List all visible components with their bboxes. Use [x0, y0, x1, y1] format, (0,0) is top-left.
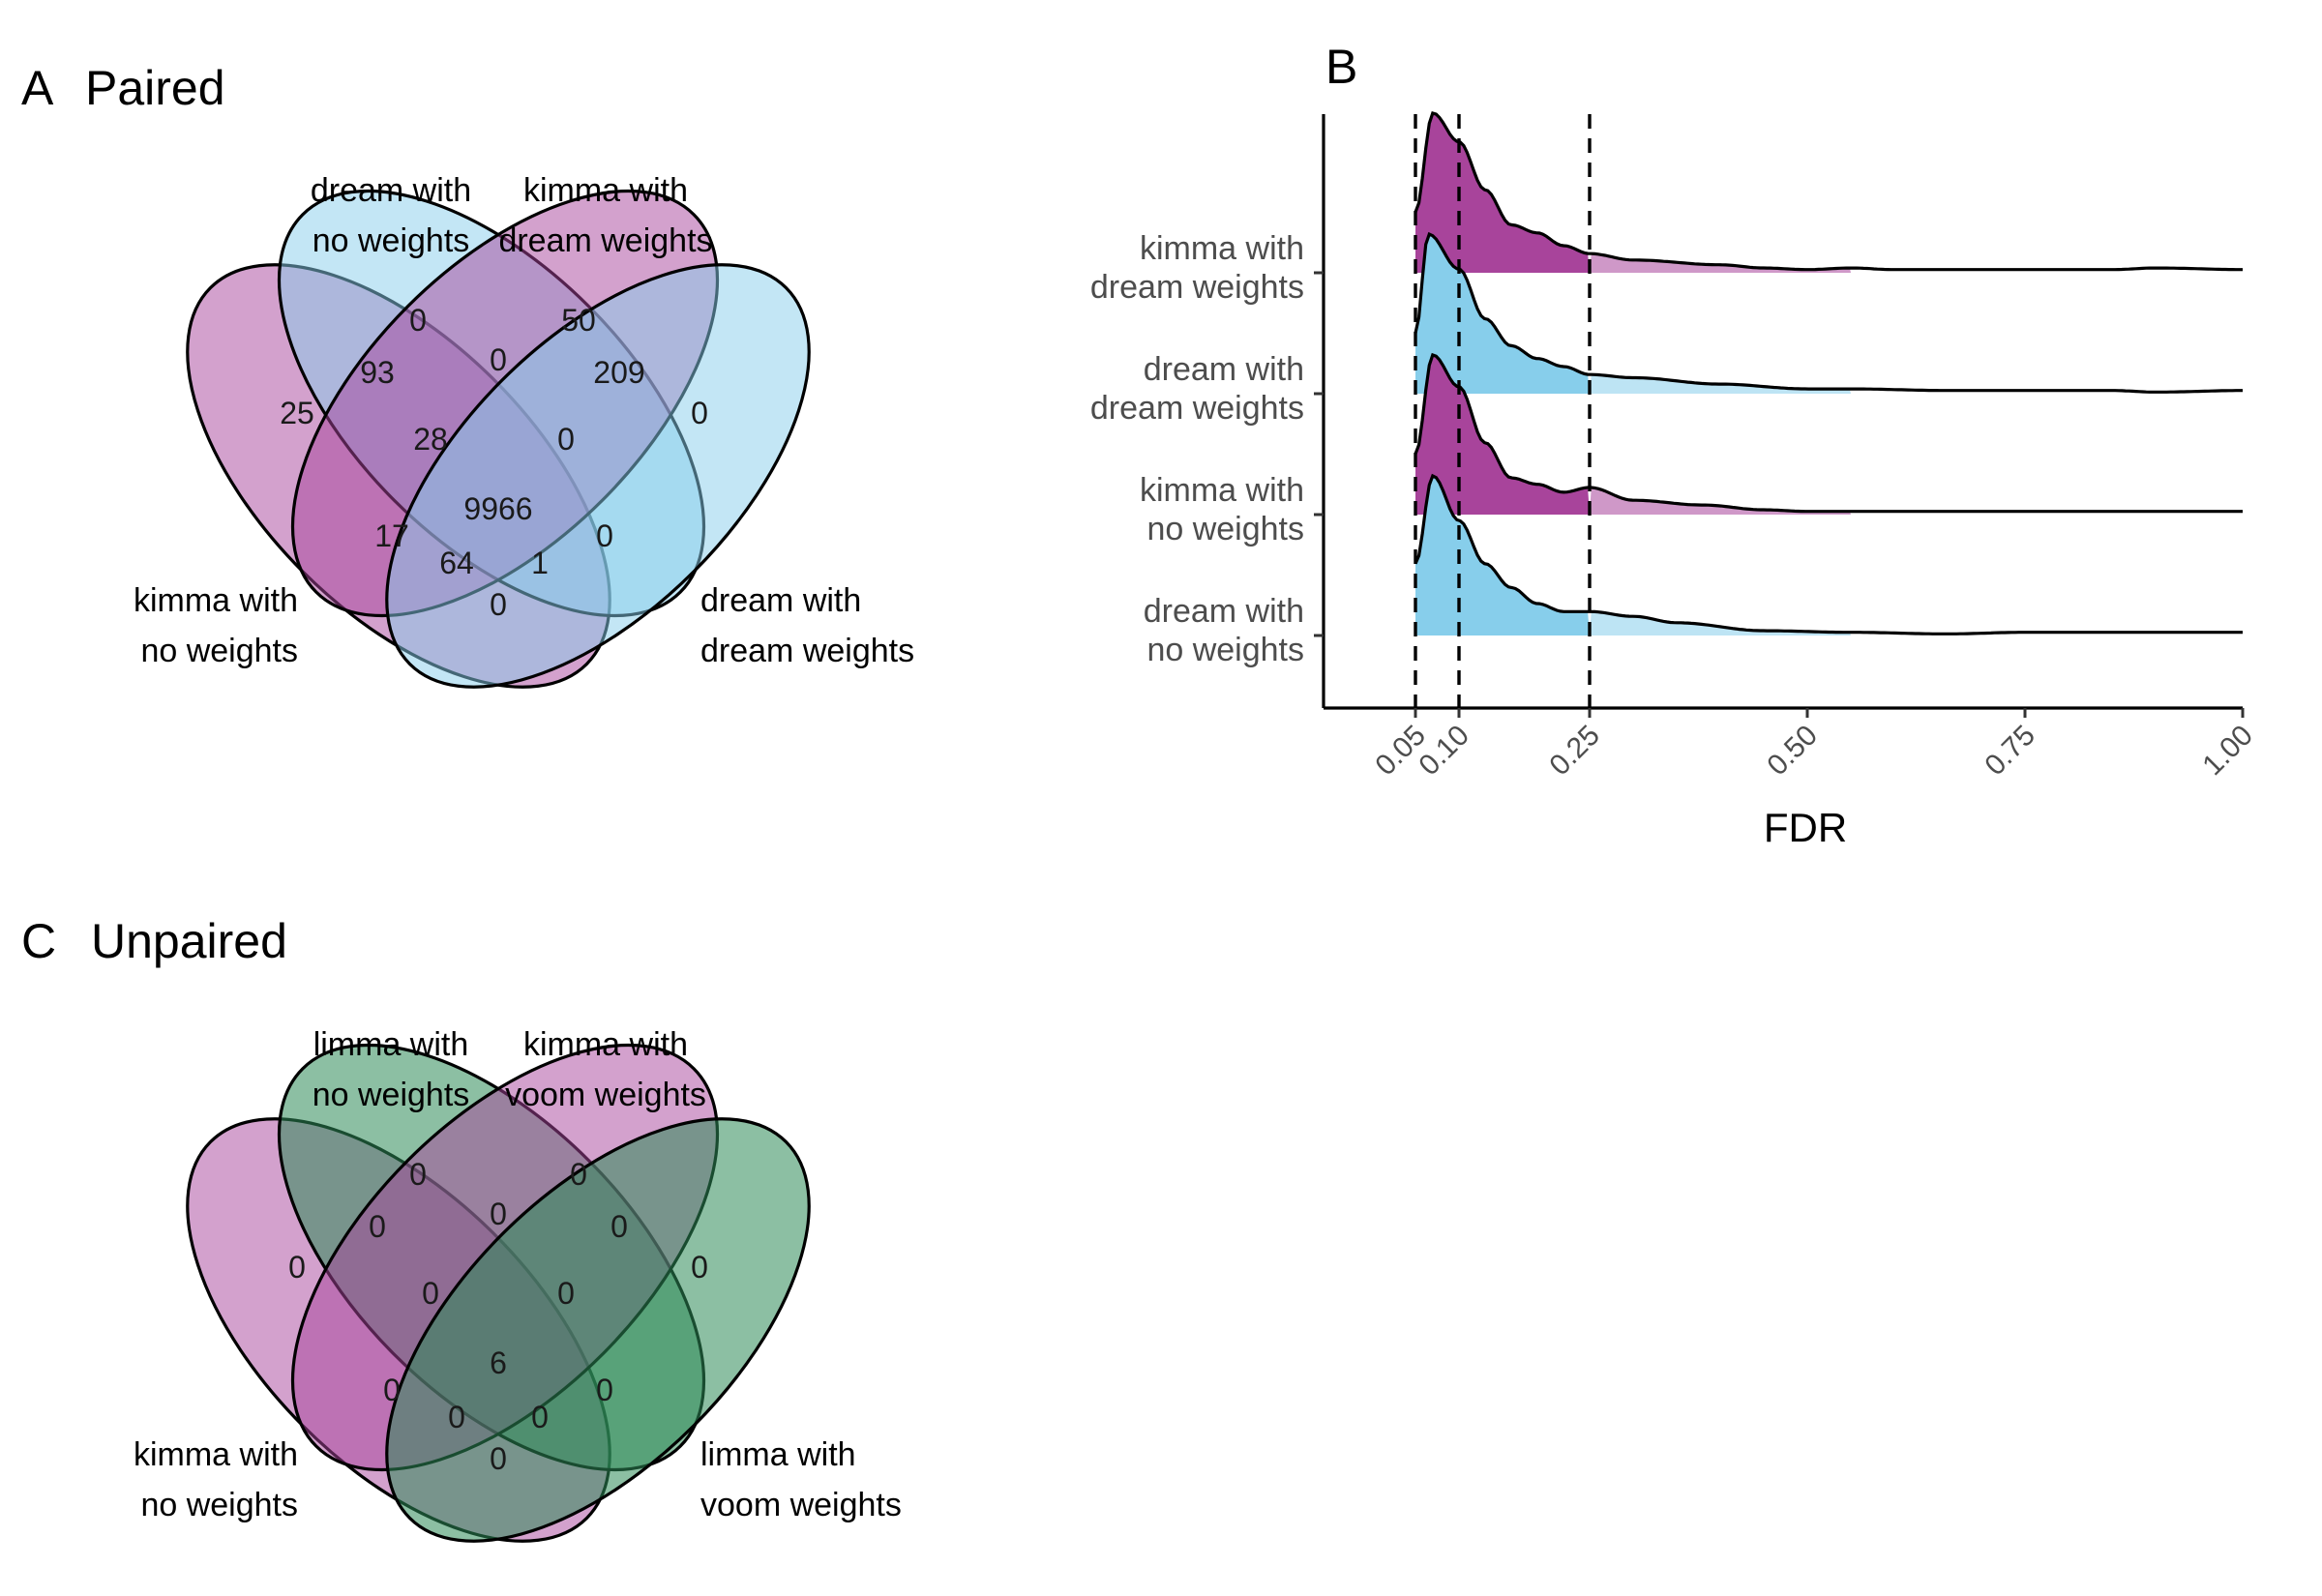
fdr-reference-lines: [1414, 114, 1592, 708]
x-tick-label: 0.50: [1761, 720, 1824, 783]
x-tick-label: 0.10: [1413, 720, 1475, 783]
venn-count-region-134: 1: [531, 546, 549, 580]
y-tick-label-line1: kimma with: [1140, 472, 1304, 509]
venn-count-region-34: 209: [593, 355, 644, 390]
venn-count-region-23: 0: [490, 1197, 507, 1231]
venn-count-region-4: 0: [691, 396, 708, 430]
venn-set-2-label-line1: dream with: [311, 172, 471, 209]
venn-set-1-label-line2: no weights: [140, 1487, 298, 1523]
venn-set-4-label-line1: dream with: [700, 582, 861, 619]
ridgeline-series: [1414, 111, 2243, 635]
venn-ellipses: [186, 189, 811, 689]
y-tick-label-line2: dream weights: [1090, 390, 1304, 427]
venn-count-region-1: 25: [280, 396, 314, 430]
venn-set-2-label-line2: no weights: [313, 1077, 470, 1113]
venn-count-region-13: 0: [383, 1373, 401, 1407]
venn-count-region-1234: 6: [490, 1345, 507, 1380]
venn-set-4-label-line2: dream weights: [700, 633, 914, 669]
ridge-tail-fill: [1590, 253, 1851, 273]
venn-region-counts: 25 0 50 0 93 0 209 17 0 0 28 0 1 64 9966: [280, 303, 708, 622]
venn-set-3-label-line1: kimma with: [523, 1026, 688, 1063]
venn-count-region-12: 0: [369, 1209, 386, 1244]
ridge-series-3: [1414, 352, 2243, 515]
ridge-tail-fill: [1590, 611, 1851, 635]
venn-set-3-label-line2: voom weights: [505, 1077, 706, 1113]
panel-title-paired: Paired: [85, 61, 225, 115]
venn-count-region-13: 17: [374, 518, 409, 553]
venn-count-region-4: 0: [691, 1250, 708, 1285]
venn-count-region-34: 0: [610, 1209, 628, 1244]
venn-set-4-label-line1: limma with: [700, 1436, 856, 1473]
venn-count-region-3: 50: [561, 303, 596, 338]
ridge-area-fill: [1415, 355, 1590, 515]
y-tick-label-line2: no weights: [1146, 632, 1304, 668]
ridge-area-fill: [1415, 113, 1590, 273]
panel-letter-b: B: [1325, 40, 1357, 94]
venn-region-counts: 0 0 0 0 0 0 0 0 0 0 0 0 0 0 6: [288, 1157, 708, 1476]
venn-set-4-label-line2: voom weights: [700, 1487, 902, 1523]
ridge-series-2: [1414, 231, 2243, 394]
venn-count-region-124: 64: [439, 546, 474, 580]
venn-count-region-14: 0: [490, 1441, 507, 1476]
y-tick-label-line1: dream with: [1144, 593, 1304, 630]
venn-set-3-label-line2: dream weights: [498, 222, 712, 259]
x-tick-label: 0.25: [1543, 720, 1606, 783]
panel-title-unpaired: Unpaired: [91, 914, 287, 968]
venn-count-region-2: 0: [409, 1157, 427, 1192]
ridge-density-line: [1414, 111, 2243, 272]
venn-count-region-123: 0: [422, 1276, 439, 1311]
venn-count-region-1: 0: [288, 1250, 306, 1285]
panel-letter-a: A: [21, 61, 54, 115]
x-tick-label: 0.75: [1979, 720, 2041, 783]
venn-set-2-label-line2: no weights: [313, 222, 470, 259]
venn-count-region-123: 28: [413, 422, 448, 457]
venn-count-region-23: 0: [490, 342, 507, 377]
panel-letter-c: C: [21, 914, 56, 968]
ridge-density-line: [1414, 231, 2243, 394]
venn-count-region-14: 0: [490, 587, 507, 622]
venn-panel-paired: A Paired kimma with no weights dream wit…: [21, 61, 914, 689]
venn-set-4-ellipse: [385, 1117, 811, 1543]
y-tick-label-line1: dream with: [1144, 351, 1304, 388]
venn-set-3-label-line1: kimma with: [523, 172, 688, 209]
ridge-series-4: [1414, 473, 2243, 635]
venn-count-region-134: 0: [531, 1400, 549, 1434]
y-tick-label-line1: kimma with: [1140, 230, 1304, 267]
ridge-series-1: [1414, 111, 2243, 273]
venn-set-1-label-line1: kimma with: [134, 1436, 298, 1473]
venn-count-region-234: 0: [557, 1276, 575, 1311]
venn-count-region-234: 0: [557, 422, 575, 457]
ridge-density-line: [1414, 473, 2243, 635]
ridge-tail-fill: [1590, 488, 1851, 515]
ridge-area-fill: [1415, 234, 1590, 394]
y-tick-label-line2: no weights: [1146, 511, 1304, 547]
venn-count-region-2: 0: [409, 303, 427, 338]
venn-count-region-24: 0: [596, 518, 613, 553]
venn-count-region-124: 0: [448, 1400, 465, 1434]
venn-count-region-1234: 9966: [463, 491, 532, 526]
ridge-area-fill: [1415, 476, 1590, 635]
venn-set-1-label-line1: kimma with: [134, 582, 298, 619]
x-axis-ticks: 0.050.10 0.25 0.50 0.75 1.00: [1369, 708, 2259, 782]
venn-count-region-24: 0: [596, 1373, 613, 1407]
ridge-density-line: [1414, 352, 2243, 514]
venn-ellipses: [186, 1043, 811, 1543]
x-tick-label: 1.00: [2196, 720, 2259, 783]
y-tick-label-line2: dream weights: [1090, 269, 1304, 306]
venn-set-4-ellipse: [385, 263, 811, 689]
venn-panel-unpaired: C Unpaired kimma with no weights limma w…: [21, 914, 902, 1543]
venn-count-region-3: 0: [570, 1157, 587, 1192]
venn-set-1-label-line2: no weights: [140, 633, 298, 669]
venn-set-2-label-line1: limma with: [313, 1026, 469, 1063]
venn-count-region-12: 93: [360, 355, 395, 390]
x-axis-title: FDR: [1764, 805, 1847, 850]
